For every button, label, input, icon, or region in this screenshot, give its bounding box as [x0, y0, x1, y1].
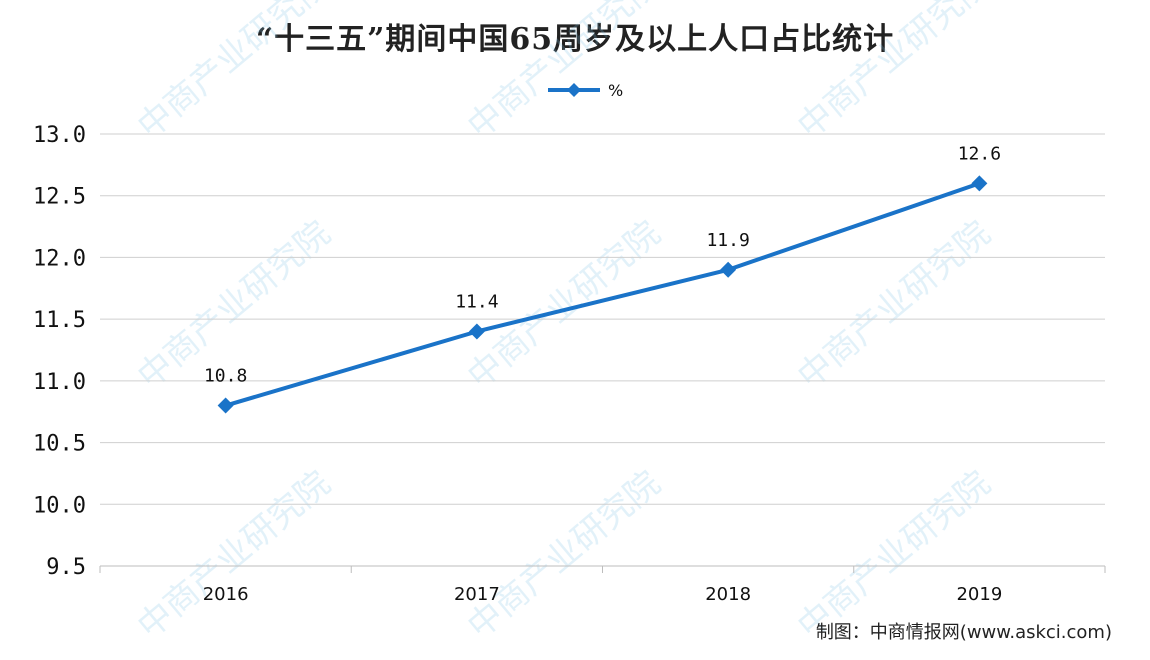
data-point-marker [468, 323, 485, 340]
data-point-marker [217, 397, 234, 414]
watermark-text: 中商产业研究院 [460, 463, 668, 647]
data-label: 12.6 [958, 143, 1001, 164]
x-axis: 2016 2017 2018 2019 [99, 565, 1106, 605]
series-layer: 10.8 11.4 11.9 12.6 [204, 143, 1001, 414]
watermark-text: 中商产业研究院 [790, 213, 998, 397]
data-label: 11.9 [706, 230, 749, 251]
legend-marker-swatch [567, 83, 581, 97]
y-tick-label: 11.5 [33, 308, 86, 333]
y-tick-label: 12.0 [33, 246, 86, 271]
y-tick-label: 12.5 [33, 185, 86, 210]
data-point-marker [720, 261, 737, 278]
data-label: 11.4 [455, 291, 498, 312]
y-tick-label: 10.0 [33, 493, 86, 518]
series-line [225, 181, 981, 408]
watermark-text: 中商产业研究院 [130, 0, 338, 147]
y-tick-label: 10.5 [33, 432, 86, 457]
watermark-text: 中商产业研究院 [790, 0, 998, 147]
x-tick-label: 2019 [956, 584, 1002, 605]
y-axis-tick-labels: 13.0 12.5 12.0 11.5 11.0 10.5 10.0 9.5 [33, 123, 86, 580]
data-label: 10.8 [204, 366, 247, 387]
x-tick-label: 2018 [705, 584, 751, 605]
y-tick-label: 11.0 [33, 370, 86, 395]
y-tick-label: 13.0 [33, 123, 86, 148]
watermark-text: 中商产业研究院 [460, 0, 668, 147]
chart-title: “十三五”期间中国65周岁及以上人口占比统计 [255, 22, 895, 57]
data-point-marker [971, 175, 988, 192]
watermark-text: 中商产业研究院 [130, 463, 338, 647]
legend-label: % [608, 81, 623, 100]
legend: % [548, 81, 623, 100]
y-tick-label: 9.5 [46, 555, 86, 580]
x-tick-label: 2016 [203, 584, 249, 605]
source-note: 制图：中商情报网(www.askci.com) [815, 622, 1112, 643]
x-tick-label: 2017 [454, 584, 500, 605]
